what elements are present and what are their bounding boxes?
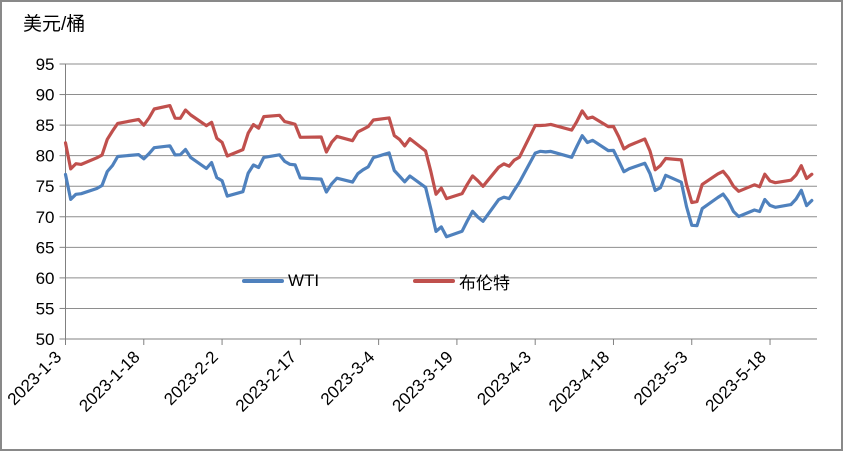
- y-tick-label: 75: [36, 177, 55, 196]
- x-tick-label: 2023-5-18: [702, 347, 770, 415]
- x-tick-label: 2023-3-4: [317, 347, 379, 409]
- y-tick-label: 80: [36, 147, 55, 166]
- x-tick-label: 2023-1-18: [75, 347, 143, 415]
- y-tick-label: 60: [36, 269, 55, 288]
- y-tick-label: 90: [36, 86, 55, 105]
- brent-price-line: [63, 103, 814, 205]
- y-tick-label: 65: [36, 238, 55, 257]
- y-tick-label: 50: [36, 330, 55, 349]
- x-tick-label: 2023-4-3: [473, 347, 535, 409]
- x-tick-label: 2023-5-3: [630, 347, 692, 409]
- y-tick-label: 70: [36, 208, 55, 227]
- wti-price-line: [63, 134, 814, 239]
- x-tick-label: 2023-4-18: [545, 347, 613, 415]
- x-tick-label: 2023-2-2: [160, 347, 222, 409]
- x-tick-label: 2023-1-3: [4, 347, 66, 409]
- x-tick-label: 2023-3-19: [388, 347, 456, 415]
- y-tick-label: 85: [36, 116, 55, 135]
- x-tick-label: 2023-2-17: [232, 347, 300, 415]
- y-tick-label: 55: [36, 299, 55, 318]
- y-tick-label: 95: [36, 55, 55, 74]
- axis-unit-label: 美元/桶: [23, 14, 86, 35]
